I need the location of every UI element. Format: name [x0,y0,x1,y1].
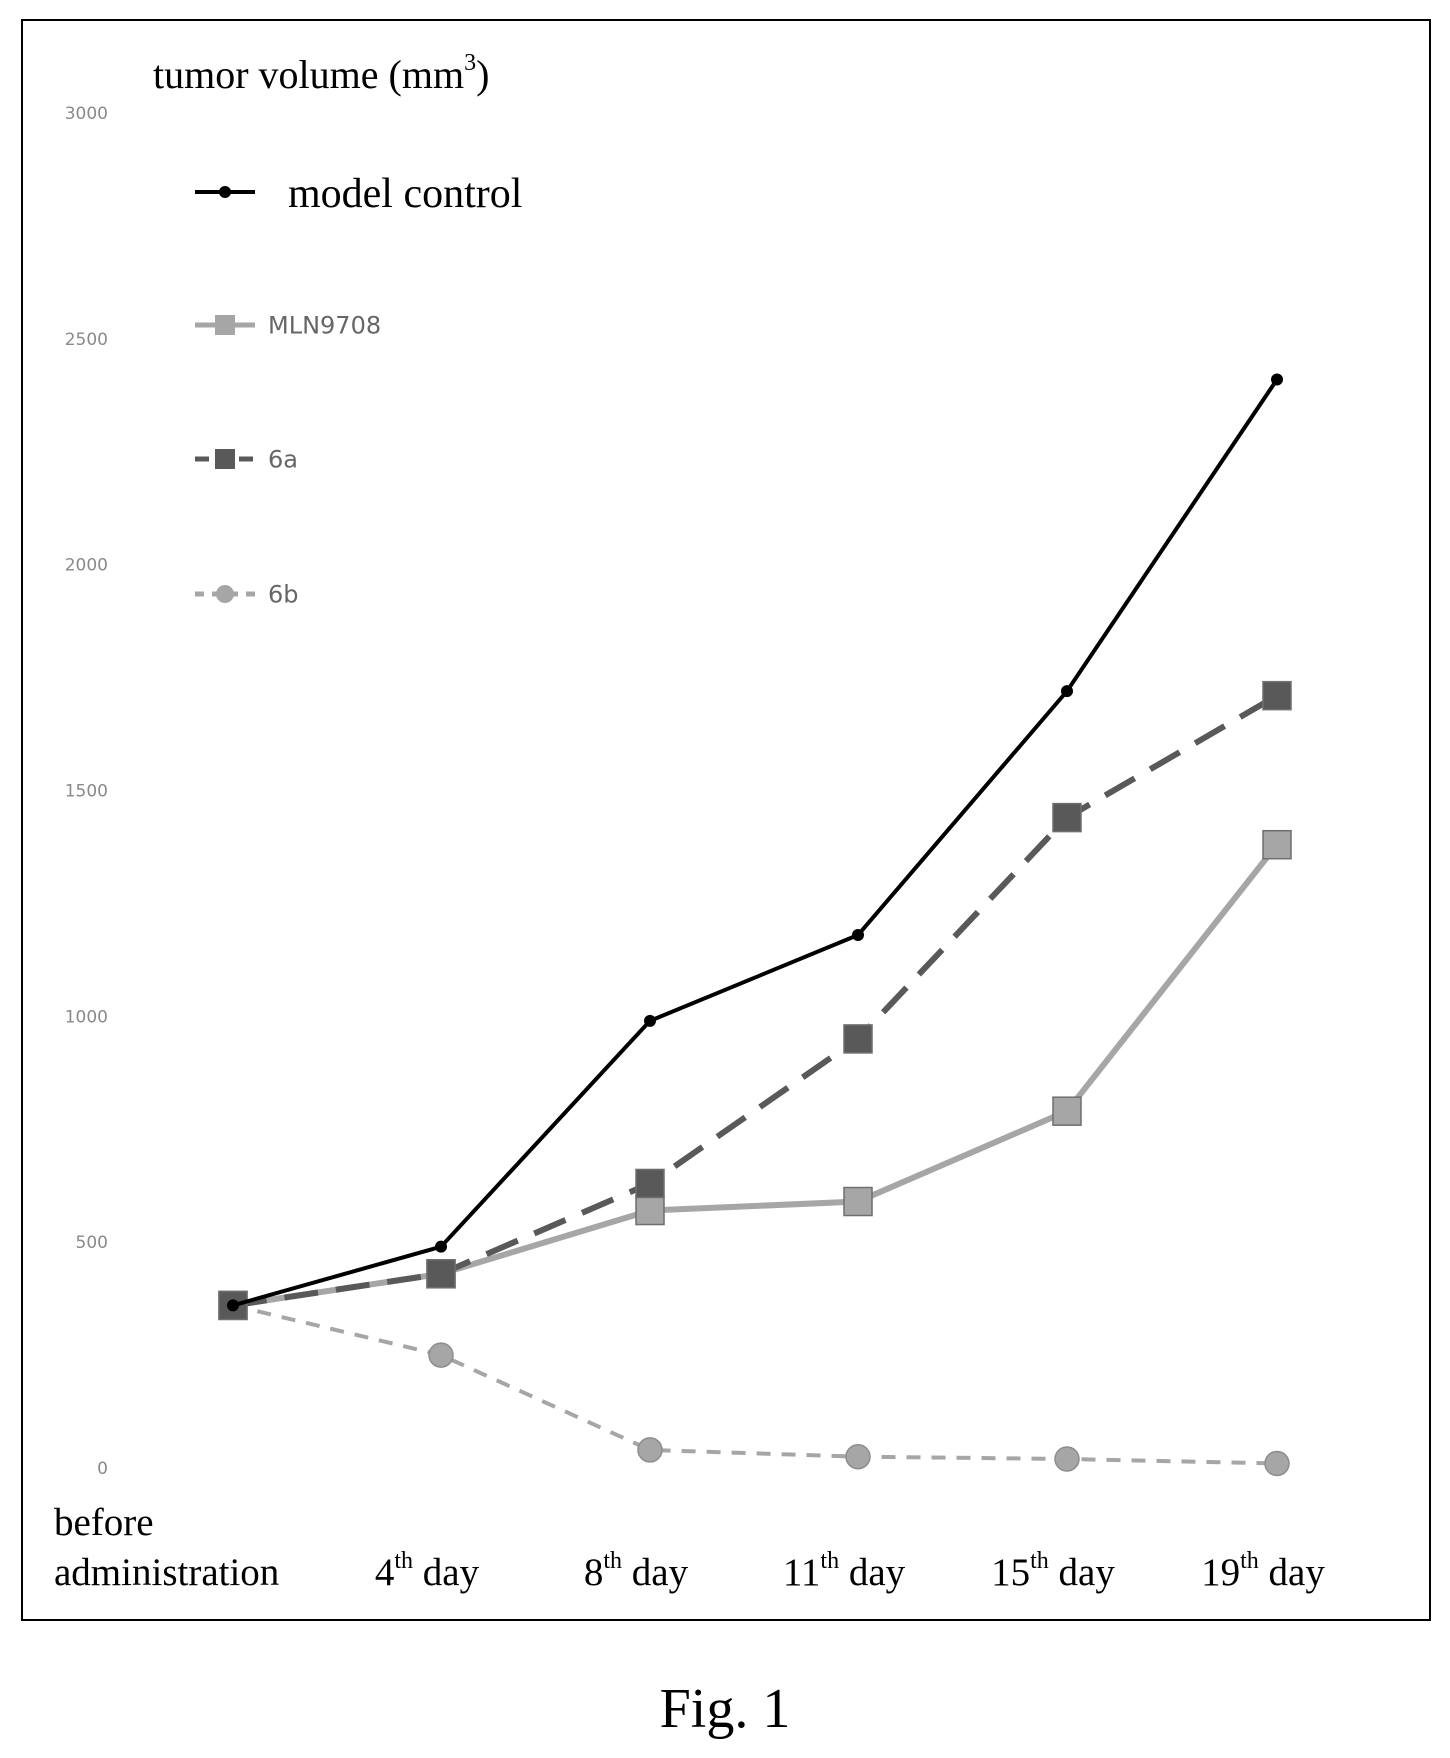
y-tick-label-1500: 1500 [65,782,108,802]
legend-marker-1 [215,315,235,335]
series-mln9708 [218,829,1292,1321]
data-point-2-4 [1052,802,1082,833]
series-model-control [227,373,1283,1312]
series-line-3 [232,1303,1278,1466]
legend-item-2: 6a [195,446,298,474]
y-axis-ticks: 0 500 1000 1500 2000 2500 3000 [65,104,108,1479]
legend-marker-2 [215,449,235,469]
legend-label-1: MLN9708 [268,312,381,340]
x-tick-label-2: 8th day [584,1548,689,1594]
x-tick-label-0-line-0: before [54,1501,154,1544]
series-group [218,373,1292,1477]
data-point-0-5 [1271,373,1283,386]
legend-label-3: 6b [268,581,299,609]
data-point-0-2 [644,1014,656,1027]
series-line-1 [232,842,1280,1309]
y-axis-title: tumor volume (mm3) [153,50,489,97]
data-point-3-3 [845,1443,871,1470]
series-line-0 [232,378,1279,1308]
legend-item-0: model control [195,171,522,217]
x-tick-label-0-line-1: administration [54,1551,279,1594]
data-point-3-1 [428,1342,454,1368]
data-point-0-0 [227,1299,239,1312]
y-tick-label-0: 0 [97,1459,108,1479]
data-point-2-1 [426,1259,456,1289]
legend-marker-3 [216,585,234,603]
y-tick-label-500: 500 [76,1233,108,1253]
legend-item-1: MLN9708 [195,312,381,340]
data-point-3-2 [637,1437,663,1463]
legend-label-2: 6a [268,446,298,474]
data-point-1-4 [1052,1096,1082,1126]
data-point-0-1 [435,1240,447,1253]
x-tick-label-4: 15th day [991,1548,1115,1594]
series-6b [220,1292,1290,1477]
data-point-1-5 [1262,829,1292,860]
series-6a [218,680,1292,1321]
data-point-2-2 [635,1168,665,1199]
legend-item-3: 6b [195,581,299,609]
x-tick-label-3: 11th day [783,1548,906,1594]
series-line-2 [232,693,1279,1309]
data-point-1-3 [843,1186,873,1217]
legend-label-0: model control [288,171,522,217]
data-point-3-4 [1054,1446,1080,1472]
data-point-2-3 [843,1024,873,1054]
data-point-1-2 [635,1195,665,1226]
data-point-0-4 [1061,685,1073,698]
x-tick-label-1: 4th day [375,1548,480,1594]
data-point-2-5 [1262,680,1292,711]
y-tick-label-3000: 3000 [65,104,108,124]
data-point-3-5 [1264,1450,1290,1477]
y-tick-label-1000: 1000 [65,1007,108,1027]
legend-marker-0 [219,186,231,198]
x-axis-labels: before administration 4th day 8th day 11th d… [54,1501,1325,1594]
chart-frame [21,19,1431,1621]
x-tick-label-5: 19th day [1201,1548,1325,1594]
y-tick-label-2500: 2500 [65,330,108,350]
data-point-0-3 [852,929,864,942]
y-tick-label-2000: 2000 [65,556,108,576]
figure-caption: Fig. 1 [660,1678,791,1740]
legend: model control MLN9708 6a 6b [195,171,522,609]
